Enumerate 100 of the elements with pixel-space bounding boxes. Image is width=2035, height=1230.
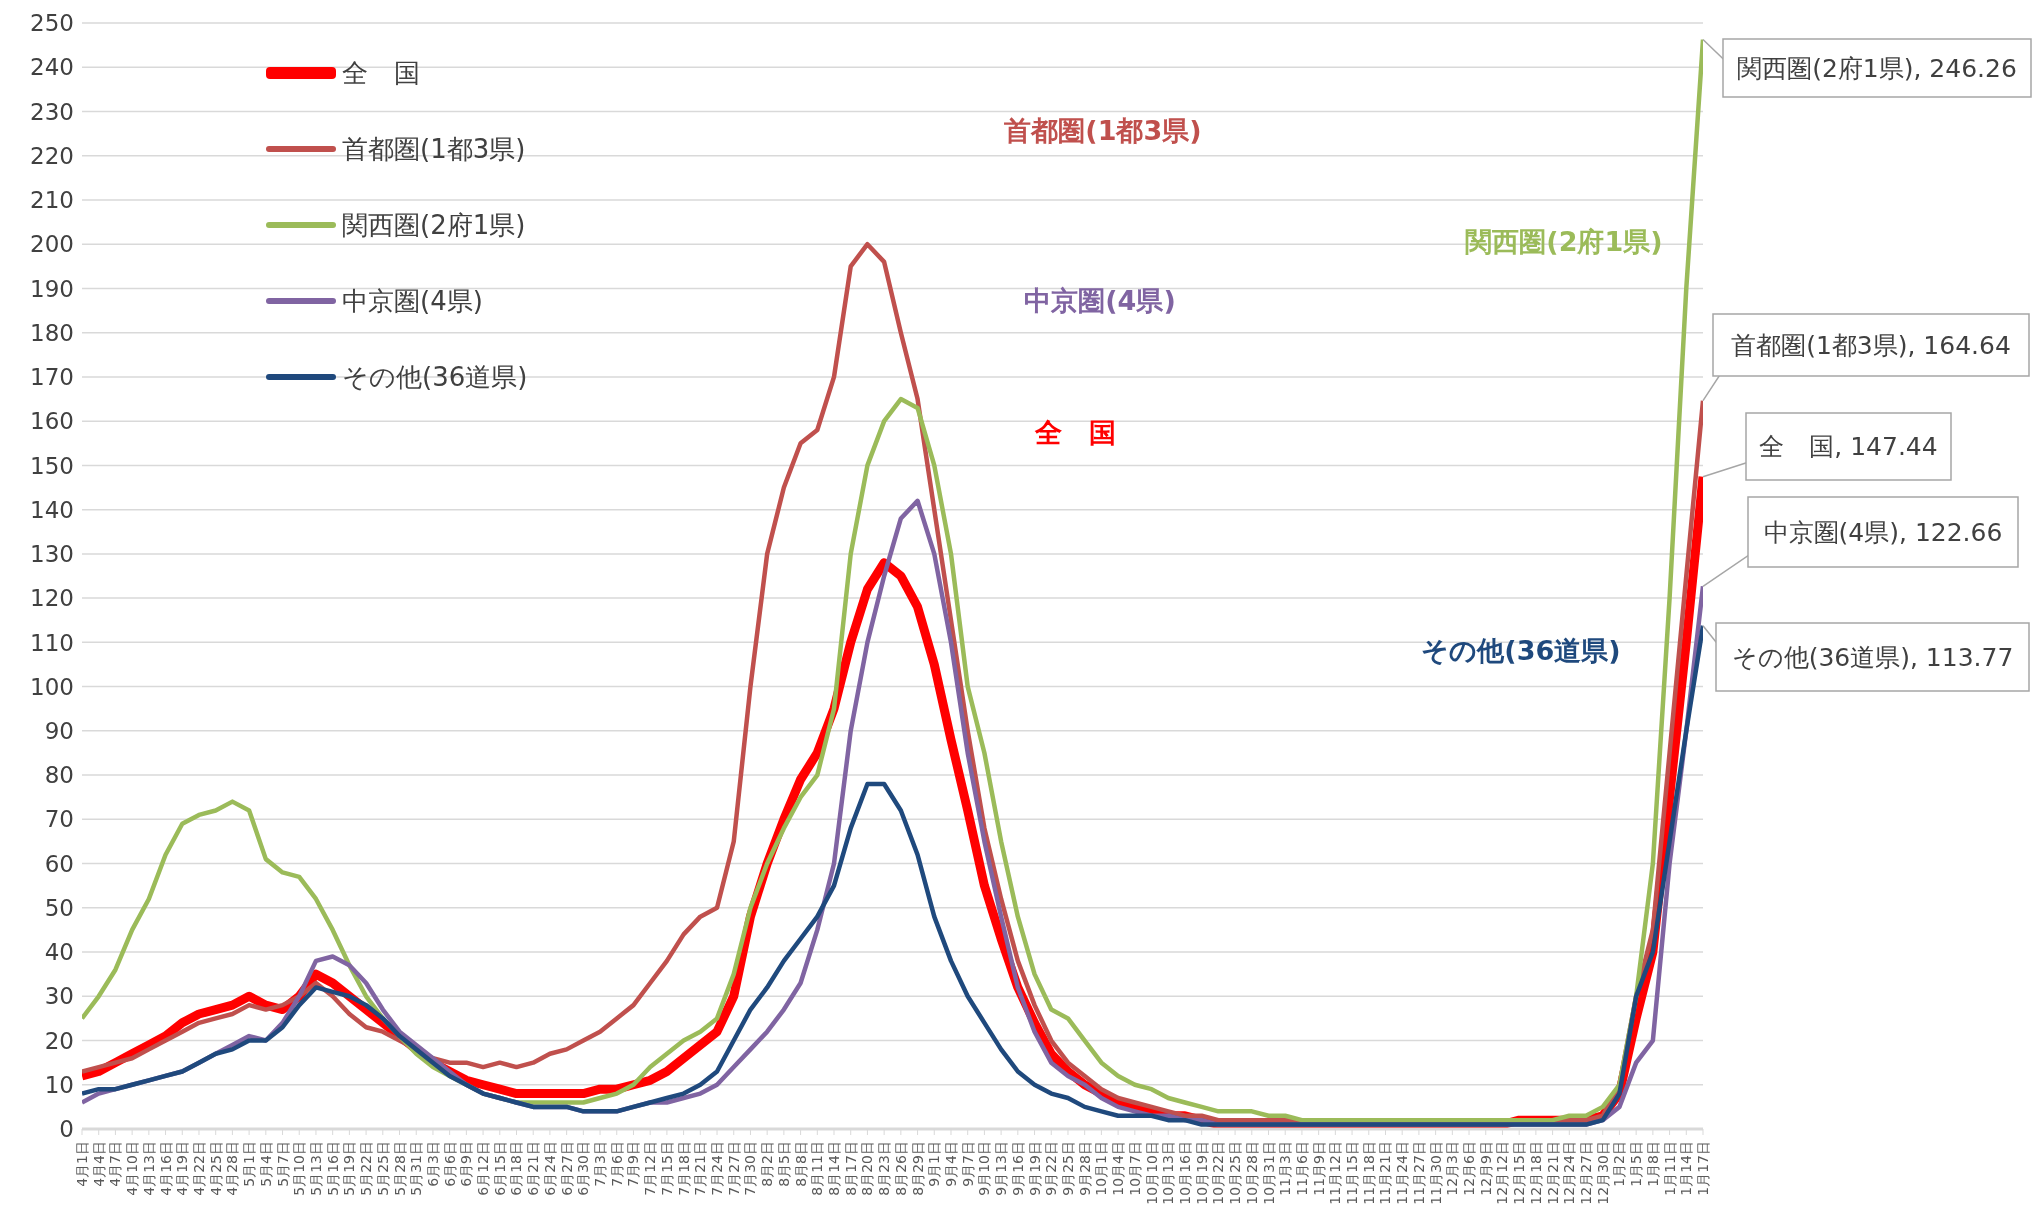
x-tick-label: 10月31日 — [1260, 1141, 1277, 1205]
x-tick-label: 1月17日 — [1695, 1141, 1711, 1196]
x-tick-label: 8月8日 — [792, 1141, 809, 1187]
x-tick-label: 12月15日 — [1511, 1141, 1528, 1205]
x-tick-label: 7月3日 — [592, 1141, 609, 1187]
x-tick-label: 9月19日 — [1026, 1141, 1043, 1196]
x-tick-label: 4月19日 — [174, 1141, 191, 1196]
x-tick-label: 10月13日 — [1160, 1141, 1177, 1205]
text: 中京圏(4県) — [1024, 284, 1176, 316]
x-tick-label: 12月18日 — [1527, 1141, 1544, 1205]
x-tick-label: 9月16日 — [1009, 1141, 1026, 1196]
x-tick-label: 6月15日 — [491, 1141, 508, 1196]
x-tick-label: 11月15日 — [1344, 1141, 1361, 1205]
x-tick-label: 7月30日 — [742, 1141, 759, 1196]
data-label: 首都圏(1都3県), 164.64 — [1731, 330, 2011, 360]
x-tick-label: 9月4日 — [942, 1141, 959, 1187]
y-tick-label: 240 — [30, 54, 74, 81]
y-tick-label: 40 — [44, 939, 74, 966]
data-label: 全 国, 147.44 — [1759, 432, 1938, 461]
x-tick-label: 12月3日 — [1444, 1141, 1461, 1196]
y-tick-label: 90 — [44, 718, 74, 745]
y-tick-label: 140 — [30, 496, 74, 523]
x-tick-label: 8月20日 — [859, 1141, 876, 1196]
y-tick-label: 130 — [30, 541, 74, 568]
x-tick-label: 5月7日 — [274, 1141, 291, 1187]
x-tick-label: 8月26日 — [892, 1141, 909, 1196]
x-tick-label: 4月16日 — [157, 1141, 174, 1196]
x-tick-label: 4月25日 — [207, 1141, 224, 1196]
line-series — [82, 623, 1703, 1127]
text: 首都圏(1都3県) — [1004, 114, 1202, 146]
x-tick-label: 4月28日 — [224, 1141, 241, 1196]
y-tick-label: 70 — [44, 806, 74, 833]
x-tick-label: 7月24日 — [709, 1141, 726, 1196]
x-tick-label: 1月11日 — [1661, 1141, 1678, 1196]
x-tick-label: 1月2日 — [1611, 1141, 1628, 1187]
x-tick-label: 8月2日 — [759, 1141, 776, 1187]
x-tick-label: 10月1日 — [1093, 1141, 1110, 1196]
x-tick-label: 11月12日 — [1327, 1141, 1344, 1205]
legend-label: 全 国 — [342, 56, 420, 90]
y-tick-label: 230 — [30, 98, 74, 125]
x-tick-label: 7月15日 — [658, 1141, 675, 1196]
x-tick-label: 7月6日 — [608, 1141, 625, 1187]
x-tick-label: 6月9日 — [458, 1141, 475, 1187]
x-tick-label: 12月30日 — [1594, 1141, 1611, 1205]
x-tick-label: 4月4日 — [90, 1141, 107, 1187]
y-tick-label: 10 — [44, 1071, 74, 1098]
x-tick-label: 6月18日 — [508, 1141, 525, 1196]
x-tick-label: 5月4日 — [257, 1141, 274, 1187]
y-tick-label: 30 — [44, 983, 74, 1010]
x-tick-label: 11月9日 — [1310, 1141, 1327, 1196]
y-tick-label: 160 — [30, 408, 74, 435]
legend-label: その他(36道県) — [342, 360, 528, 394]
x-tick-label: 8月5日 — [775, 1141, 792, 1187]
x-tick-label: 6月3日 — [424, 1141, 441, 1187]
x-tick-label: 1月14日 — [1678, 1141, 1695, 1196]
text: 関西圏(2府1県) — [1465, 225, 1663, 257]
x-tick-label: 5月22日 — [358, 1141, 375, 1196]
x-tick-label: 9月22日 — [1043, 1141, 1060, 1196]
x-tick-label: 6月21日 — [525, 1141, 542, 1196]
x-tick-label: 8月11日 — [809, 1141, 826, 1196]
x-tick-label: 4月13日 — [140, 1141, 157, 1196]
x-tick-label: 6月24日 — [541, 1141, 558, 1196]
data-label: 中京圏(4県), 122.66 — [1763, 517, 2003, 547]
y-tick-label: 210 — [30, 187, 74, 214]
x-tick-label: 4月1日 — [74, 1141, 90, 1187]
x-tick-label: 7月27日 — [725, 1141, 742, 1196]
data-label: その他(36道県), 113.77 — [1731, 642, 2014, 672]
y-tick-label: 200 — [30, 231, 74, 258]
text: その他(36道県) — [1421, 634, 1621, 666]
y-tick-label: 110 — [30, 629, 74, 656]
x-tick-label: 5月28日 — [391, 1141, 408, 1196]
x-tick-label: 5月16日 — [324, 1141, 341, 1196]
x-tick-label: 9月1日 — [926, 1141, 943, 1187]
x-tick-label: 5月19日 — [341, 1141, 358, 1196]
x-tick-label: 8月29日 — [909, 1141, 926, 1196]
x-tick-label: 1月8日 — [1644, 1141, 1661, 1187]
x-tick-label: 12月24日 — [1561, 1141, 1578, 1205]
line-series — [82, 37, 1703, 1123]
x-tick-label: 7月18日 — [675, 1141, 692, 1196]
x-tick-label: 9月10日 — [976, 1141, 993, 1196]
x-tick-label: 11月24日 — [1394, 1141, 1411, 1205]
x-tick-label: 10月10日 — [1143, 1141, 1160, 1205]
x-tick-label: 1月5日 — [1628, 1141, 1645, 1187]
x-tick-label: 10月16日 — [1176, 1141, 1193, 1205]
x-tick-label: 12月9日 — [1477, 1141, 1494, 1196]
x-tick-label: 11月3日 — [1277, 1141, 1294, 1196]
y-tick-label: 150 — [30, 452, 74, 479]
x-tick-label: 5月10日 — [291, 1141, 308, 1196]
x-tick-label: 7月9日 — [625, 1141, 642, 1187]
x-tick-label: 9月28日 — [1076, 1141, 1093, 1196]
x-tick-label: 8月17日 — [842, 1141, 859, 1196]
y-tick-label: 60 — [44, 850, 74, 877]
x-tick-label: 7月21日 — [692, 1141, 709, 1196]
x-tick-label: 6月27日 — [558, 1141, 575, 1196]
x-tick-label: 5月1日 — [241, 1141, 258, 1187]
x-tick-label: 6月30日 — [575, 1141, 592, 1196]
legend-label: 首都圏(1都3県) — [342, 132, 526, 166]
text: 全 国 — [1034, 416, 1116, 448]
x-tick-label: 10月25日 — [1227, 1141, 1244, 1205]
y-tick-label: 50 — [44, 894, 74, 921]
